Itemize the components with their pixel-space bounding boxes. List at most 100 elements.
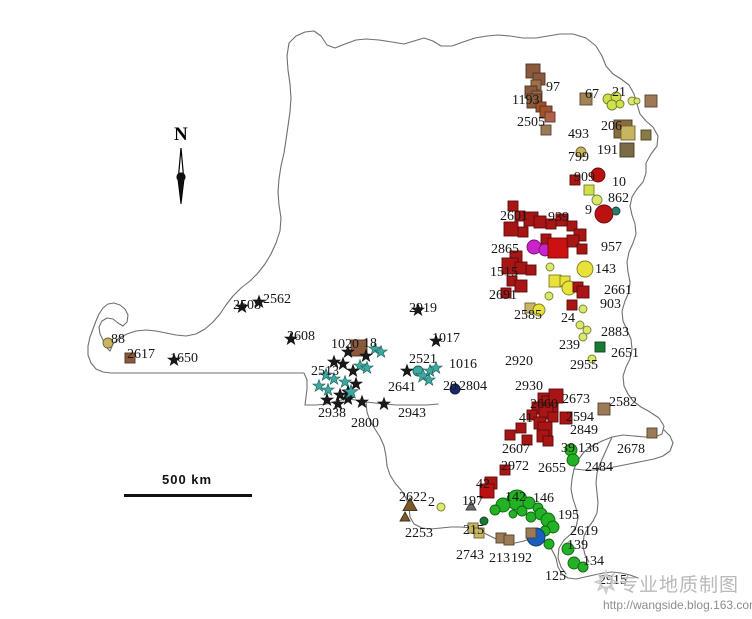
- point-label: 67: [585, 87, 599, 102]
- triangle-marker: [465, 500, 477, 511]
- point-label: 2505: [517, 115, 545, 130]
- star-marker: [283, 331, 299, 345]
- star-marker: [311, 378, 327, 392]
- point-label: 957: [601, 240, 622, 255]
- point-label: 2865: [491, 242, 519, 257]
- square-marker: [521, 434, 533, 446]
- point-label: 142: [505, 490, 526, 505]
- point-label: 192: [511, 551, 532, 566]
- circle-marker: [566, 453, 580, 467]
- circle-marker: [590, 167, 606, 183]
- circle-marker: [522, 496, 536, 510]
- circle-marker: [532, 303, 546, 317]
- square-marker: [500, 287, 512, 299]
- point-label: 2920: [505, 354, 533, 369]
- point-label: 239: [559, 338, 580, 353]
- star-marker: [330, 396, 346, 410]
- point-label: 2253: [405, 526, 433, 541]
- square-marker: [576, 243, 588, 255]
- point-label: 2800: [351, 416, 379, 431]
- north-arrow-lower-needle: [177, 177, 185, 205]
- circle-marker: [606, 99, 618, 111]
- star-marker: [234, 299, 250, 313]
- star-marker: [318, 367, 334, 381]
- point-label: 18: [363, 336, 377, 351]
- star-marker: [340, 344, 356, 358]
- point-label: 2484: [585, 460, 613, 475]
- square-marker: [619, 142, 635, 158]
- point-label: 215: [463, 523, 484, 538]
- circle-marker: [594, 204, 614, 224]
- point-label: 903: [600, 297, 621, 312]
- square-marker: [517, 226, 529, 238]
- square-marker: [579, 92, 593, 106]
- point-label: 1020: [331, 337, 359, 352]
- point-label: 41: [519, 411, 533, 426]
- star-marker: [340, 391, 356, 405]
- square-marker: [525, 527, 537, 539]
- point-label: 2622: [399, 490, 427, 505]
- scale-bar: 500 km: [124, 472, 264, 502]
- point-label: 2660: [530, 397, 558, 412]
- point-label: 2673: [562, 392, 590, 407]
- point-label: 1650: [170, 351, 198, 366]
- point-label: 2641: [388, 380, 416, 395]
- watermark: 专业地质制图 http://wangside.blog.163.com/: [593, 568, 752, 613]
- point-label: 1193: [512, 93, 540, 108]
- square-marker: [559, 411, 573, 425]
- point-label: 39: [561, 441, 575, 456]
- point-label: 88: [111, 332, 125, 347]
- square-marker: [514, 279, 528, 293]
- circle-marker: [577, 561, 589, 573]
- square-marker: [526, 409, 538, 421]
- circle-marker: [545, 262, 555, 272]
- square-marker: [566, 299, 578, 311]
- star-marker: [319, 392, 335, 406]
- square-marker: [566, 234, 580, 248]
- watermark-url: http://wangside.blog.163.com/: [603, 598, 752, 612]
- star-marker: [421, 372, 437, 386]
- point-label: 939: [548, 210, 569, 225]
- point-label: 2607: [502, 442, 530, 457]
- point-label: 2955: [570, 358, 598, 373]
- square-marker: [644, 94, 658, 108]
- point-label: 139: [567, 538, 588, 553]
- square-marker: [547, 237, 569, 259]
- square-marker: [503, 221, 519, 237]
- circle-marker: [633, 97, 641, 105]
- point-label: 2521: [409, 352, 437, 367]
- point-label: 195: [558, 508, 579, 523]
- point-label: 143: [595, 262, 616, 277]
- point-label: 2804: [459, 379, 487, 394]
- square-marker: [576, 285, 590, 299]
- point-label: 1515: [490, 265, 518, 280]
- north-arrow: N: [166, 124, 198, 206]
- point-label: 2582: [609, 395, 637, 410]
- star-marker: [337, 374, 353, 388]
- watermark-text: 专业地质制图: [619, 574, 740, 596]
- star-marker: [332, 387, 348, 401]
- point-label: 2513: [311, 364, 339, 379]
- circle-marker: [479, 516, 489, 526]
- point-label: 2585: [514, 308, 542, 323]
- star-marker: [367, 341, 383, 355]
- point-label: 191: [597, 143, 618, 158]
- point-label: 136: [578, 441, 599, 456]
- point-label: 2678: [617, 442, 645, 457]
- square-marker: [548, 274, 562, 288]
- square-marker: [473, 527, 485, 539]
- square-marker: [569, 174, 581, 186]
- point-label: 10: [612, 175, 626, 190]
- point-label: 134: [583, 554, 604, 569]
- point-label: 2594: [566, 410, 594, 425]
- square-marker: [515, 422, 527, 434]
- circle-marker: [576, 260, 594, 278]
- western-border: [87, 42, 308, 406]
- circle-marker: [587, 354, 597, 364]
- scale-bar-label: 500 km: [162, 472, 213, 487]
- point-label: 909: [574, 170, 595, 185]
- square-marker: [548, 388, 564, 404]
- square-marker: [640, 129, 652, 141]
- circle-marker: [582, 325, 592, 335]
